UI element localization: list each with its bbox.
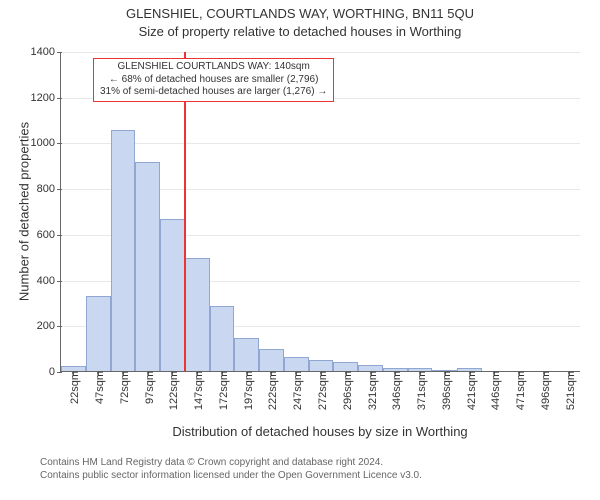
footer-attribution: Contains HM Land Registry data © Crown c… xyxy=(40,456,422,482)
x-tick-label: 421sqm xyxy=(462,371,478,410)
plot-area: 020040060080010001200140022sqm47sqm72sqm… xyxy=(60,52,580,372)
histogram-bar xyxy=(259,349,284,371)
x-tick-label: 371sqm xyxy=(412,371,428,410)
x-tick-label: 471sqm xyxy=(511,371,527,410)
y-tick-label: 1400 xyxy=(31,46,61,58)
x-tick-label: 147sqm xyxy=(189,371,205,410)
y-tick-label: 400 xyxy=(37,275,61,287)
x-tick-label: 172sqm xyxy=(214,371,230,410)
annotation-line: 31% of semi-detached houses are larger (… xyxy=(100,86,327,99)
histogram-bar xyxy=(86,296,111,371)
chart-container: GLENSHIEL, COURTLANDS WAY, WORTHING, BN1… xyxy=(0,0,600,500)
x-tick-label: 247sqm xyxy=(288,371,304,410)
x-tick-label: 97sqm xyxy=(140,371,156,404)
x-tick-label: 122sqm xyxy=(164,371,180,410)
x-tick-label: 222sqm xyxy=(263,371,279,410)
annotation-line: ← 68% of detached houses are smaller (2,… xyxy=(100,74,327,87)
y-tick-label: 0 xyxy=(49,366,61,378)
x-tick-label: 321sqm xyxy=(363,371,379,410)
chart-title: GLENSHIEL, COURTLANDS WAY, WORTHING, BN1… xyxy=(0,6,600,21)
x-tick-label: 496sqm xyxy=(536,371,552,410)
x-tick-label: 396sqm xyxy=(437,371,453,410)
chart-subtitle: Size of property relative to detached ho… xyxy=(0,24,600,39)
y-tick-label: 1000 xyxy=(31,137,61,149)
x-tick-label: 296sqm xyxy=(338,371,354,410)
grid-line xyxy=(61,143,580,144)
x-axis-label: Distribution of detached houses by size … xyxy=(60,424,580,439)
x-tick-label: 47sqm xyxy=(90,371,106,404)
x-tick-label: 346sqm xyxy=(387,371,403,410)
x-tick-label: 272sqm xyxy=(313,371,329,410)
x-tick-label: 521sqm xyxy=(561,371,577,410)
x-tick-label: 72sqm xyxy=(115,371,131,404)
histogram-bar xyxy=(333,362,358,371)
y-axis-label: Number of detached properties xyxy=(17,82,32,342)
y-tick-label: 800 xyxy=(37,183,61,195)
x-tick-label: 197sqm xyxy=(239,371,255,410)
histogram-bar xyxy=(309,360,334,371)
histogram-bar xyxy=(160,219,185,371)
histogram-bar xyxy=(234,338,259,371)
histogram-bar xyxy=(284,357,309,371)
y-tick-label: 200 xyxy=(37,320,61,332)
grid-line xyxy=(61,52,580,53)
histogram-bar xyxy=(135,162,160,371)
x-tick-label: 22sqm xyxy=(65,371,81,404)
footer-line-2: Contains public sector information licen… xyxy=(40,469,422,482)
x-tick-label: 446sqm xyxy=(486,371,502,410)
histogram-bar xyxy=(111,130,136,371)
histogram-bar xyxy=(210,306,235,371)
annotation-line: GLENSHIEL COURTLANDS WAY: 140sqm xyxy=(100,61,327,74)
histogram-bar xyxy=(185,258,210,371)
footer-line-1: Contains HM Land Registry data © Crown c… xyxy=(40,456,422,469)
y-tick-label: 1200 xyxy=(31,92,61,104)
annotation-box: GLENSHIEL COURTLANDS WAY: 140sqm← 68% of… xyxy=(93,58,334,102)
y-tick-label: 600 xyxy=(37,229,61,241)
